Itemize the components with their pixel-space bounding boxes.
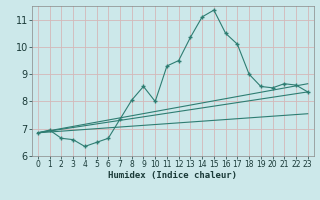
X-axis label: Humidex (Indice chaleur): Humidex (Indice chaleur) xyxy=(108,171,237,180)
